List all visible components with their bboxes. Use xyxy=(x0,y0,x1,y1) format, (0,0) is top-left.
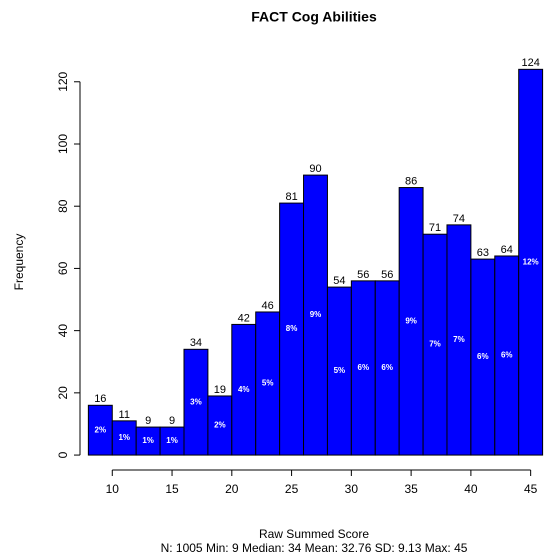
value-label: 56 xyxy=(381,269,393,281)
value-label: 9 xyxy=(169,415,175,427)
y-tick-label: 100 xyxy=(56,134,70,154)
value-label: 54 xyxy=(333,275,345,287)
y-tick-label: 0 xyxy=(56,451,70,458)
x-tick-label: 45 xyxy=(524,482,538,496)
percent-label: 2% xyxy=(214,421,226,430)
percent-label: 7% xyxy=(453,335,465,344)
value-label: 81 xyxy=(285,191,297,203)
percent-label: 3% xyxy=(190,397,202,406)
x-axis-label: Raw Summed Score xyxy=(259,527,369,541)
y-tick-label: 40 xyxy=(56,324,70,338)
percent-label: 1% xyxy=(142,436,154,445)
y-tick-label: 60 xyxy=(56,261,70,275)
percent-label: 12% xyxy=(523,257,539,266)
percent-label: 2% xyxy=(95,425,107,434)
percent-label: 9% xyxy=(405,316,417,325)
value-label: 11 xyxy=(119,409,130,421)
value-label: 46 xyxy=(262,300,274,312)
value-label: 56 xyxy=(357,269,369,281)
percent-label: 6% xyxy=(358,363,370,372)
subtitle: N: 1005 Min: 9 Median: 34 Mean: 32.76 SD… xyxy=(161,541,468,555)
x-tick-label: 15 xyxy=(165,482,179,496)
value-label: 74 xyxy=(453,213,465,225)
y-axis-label: Frequency xyxy=(12,234,26,291)
percent-label: 1% xyxy=(166,436,178,445)
value-label: 71 xyxy=(429,222,441,234)
value-label: 90 xyxy=(309,163,321,175)
percent-label: 9% xyxy=(310,310,322,319)
percent-label: 6% xyxy=(477,352,489,361)
x-tick-label: 30 xyxy=(345,482,359,496)
x-tick-label: 35 xyxy=(404,482,418,496)
percent-label: 4% xyxy=(238,385,250,394)
x-tick-label: 10 xyxy=(106,482,120,496)
chart-title: FACT Cog Abilities xyxy=(251,9,377,25)
y-tick-label: 80 xyxy=(56,199,70,213)
percent-label: 1% xyxy=(118,433,130,442)
percent-label: 6% xyxy=(381,363,393,372)
value-label: 19 xyxy=(214,384,226,396)
percent-label: 5% xyxy=(262,379,274,388)
x-tick-label: 40 xyxy=(464,482,478,496)
value-label: 34 xyxy=(190,337,202,349)
value-label: 9 xyxy=(145,415,151,427)
value-label: 16 xyxy=(94,393,106,405)
percent-label: 8% xyxy=(286,324,298,333)
percent-label: 6% xyxy=(501,351,513,360)
bar xyxy=(518,68,544,456)
x-tick-label: 25 xyxy=(285,482,299,496)
value-label: 64 xyxy=(501,244,513,256)
value-label: 124 xyxy=(521,57,539,69)
percent-label: 5% xyxy=(334,366,346,375)
y-tick-label: 120 xyxy=(56,71,70,91)
value-label: 42 xyxy=(238,312,250,324)
y-tick-label: 20 xyxy=(56,386,70,400)
value-label: 63 xyxy=(477,247,489,259)
x-tick-label: 20 xyxy=(225,482,239,496)
value-label: 86 xyxy=(405,175,417,187)
percent-label: 7% xyxy=(429,340,441,349)
